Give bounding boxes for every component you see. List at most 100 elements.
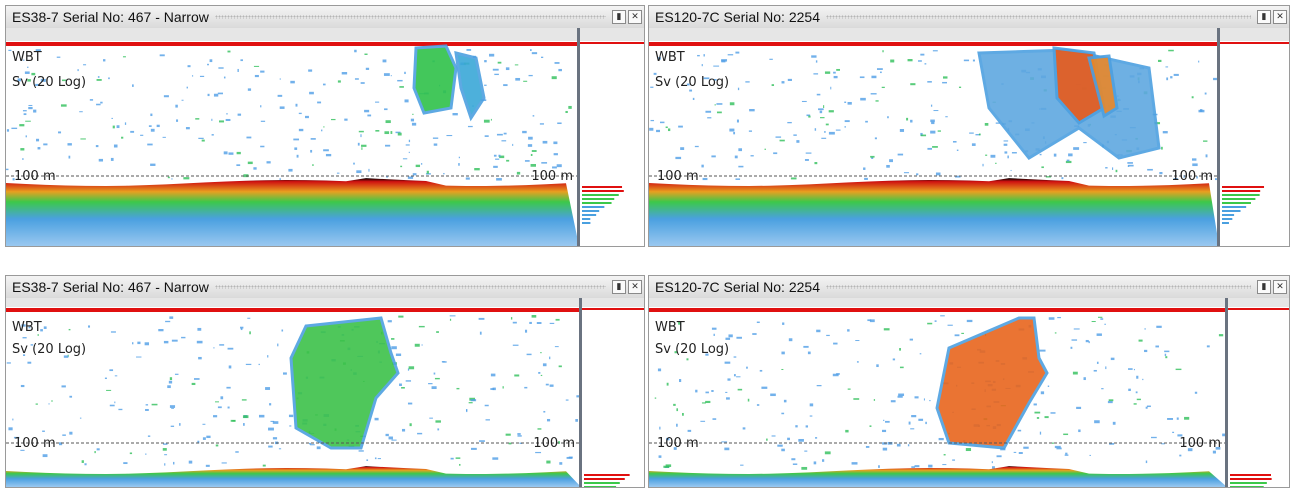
speckle bbox=[1198, 61, 1199, 63]
sidebar-header bbox=[581, 298, 644, 307]
speckle bbox=[898, 154, 903, 156]
speckle bbox=[61, 385, 65, 387]
speckle bbox=[1040, 350, 1046, 352]
speckle bbox=[1073, 372, 1078, 375]
speckle bbox=[158, 329, 163, 331]
sidebar-header bbox=[1227, 298, 1289, 307]
speckle bbox=[386, 120, 391, 123]
speckle bbox=[656, 130, 660, 132]
speckle bbox=[242, 399, 247, 400]
pin-button[interactable]: ▮ bbox=[1257, 10, 1271, 24]
speckle bbox=[940, 315, 945, 316]
speckle bbox=[825, 451, 831, 454]
speckle bbox=[830, 87, 831, 90]
speckle bbox=[1084, 377, 1086, 380]
close-button[interactable]: ✕ bbox=[628, 10, 642, 24]
speckle bbox=[724, 448, 729, 451]
sidebar-profile bbox=[1222, 194, 1260, 196]
speckle bbox=[69, 432, 72, 435]
sidebar-profile bbox=[1230, 482, 1267, 484]
speckle bbox=[28, 105, 32, 106]
speckle bbox=[857, 361, 859, 362]
speckle bbox=[398, 316, 403, 318]
speckle bbox=[172, 340, 178, 342]
speckle bbox=[1078, 429, 1080, 432]
speckle bbox=[749, 130, 752, 131]
pin-button[interactable]: ▮ bbox=[612, 10, 626, 24]
speckle bbox=[795, 425, 797, 427]
speckle bbox=[1207, 345, 1210, 347]
panel-title: ES120-7C Serial No: 2254 bbox=[649, 9, 826, 25]
speckle bbox=[145, 453, 146, 454]
speckle bbox=[805, 159, 809, 161]
speckle bbox=[192, 75, 193, 76]
speckle bbox=[893, 358, 895, 360]
speckle bbox=[1134, 403, 1137, 404]
speckle bbox=[1111, 358, 1115, 360]
speckle bbox=[904, 172, 909, 173]
speckle bbox=[495, 159, 499, 160]
speckle bbox=[540, 123, 544, 124]
speckle bbox=[391, 338, 394, 340]
speckle bbox=[735, 178, 740, 180]
sidebar-header bbox=[579, 28, 644, 41]
speckle bbox=[845, 430, 848, 433]
speckle bbox=[655, 397, 656, 398]
speckle bbox=[400, 166, 402, 167]
speckle bbox=[491, 374, 496, 377]
speckle bbox=[100, 102, 102, 104]
speckle bbox=[255, 75, 259, 77]
speckle bbox=[36, 139, 39, 142]
speckle bbox=[734, 356, 737, 357]
speckle bbox=[181, 337, 185, 338]
speckle bbox=[929, 400, 930, 401]
speckle bbox=[866, 446, 869, 448]
speckle bbox=[1174, 74, 1179, 76]
speckle bbox=[503, 84, 507, 86]
speckle bbox=[822, 459, 824, 462]
close-button[interactable]: ✕ bbox=[1273, 280, 1287, 294]
speckle bbox=[105, 378, 107, 379]
sidebar-profile bbox=[582, 186, 622, 188]
speckle bbox=[910, 339, 913, 341]
speckle bbox=[725, 362, 731, 364]
speckle bbox=[728, 54, 734, 55]
pin-button[interactable]: ▮ bbox=[612, 280, 626, 294]
speckle bbox=[1192, 163, 1197, 166]
speckle bbox=[299, 113, 302, 114]
speckle bbox=[666, 127, 668, 129]
speckle bbox=[524, 387, 527, 389]
echogram: WBTSv (20 Log)100 m100 m bbox=[6, 28, 644, 246]
header-strip bbox=[6, 28, 644, 41]
speckle bbox=[224, 151, 228, 154]
echogram-label: 100 m bbox=[1179, 436, 1221, 451]
speckle bbox=[404, 72, 406, 74]
speckle bbox=[680, 147, 684, 150]
speckle bbox=[401, 387, 405, 389]
speckle bbox=[43, 143, 47, 145]
speckle bbox=[649, 128, 653, 131]
speckle bbox=[738, 166, 743, 168]
speckle bbox=[1094, 420, 1100, 423]
speckle bbox=[326, 154, 331, 156]
echogram-label: 100 m bbox=[657, 436, 699, 451]
close-button[interactable]: ✕ bbox=[628, 280, 642, 294]
speckle bbox=[164, 463, 165, 465]
speckle bbox=[427, 171, 429, 174]
speckle bbox=[517, 435, 521, 436]
speckle bbox=[1165, 354, 1166, 356]
speckle bbox=[727, 378, 730, 380]
speckle bbox=[814, 162, 817, 164]
speckle bbox=[8, 427, 12, 430]
speckle bbox=[148, 435, 150, 436]
speckle bbox=[188, 65, 191, 67]
close-button[interactable]: ✕ bbox=[1273, 10, 1287, 24]
speckle bbox=[547, 419, 550, 421]
speckle bbox=[171, 178, 172, 179]
speckle bbox=[702, 64, 703, 66]
speckle bbox=[528, 144, 532, 147]
speckle bbox=[228, 348, 234, 350]
speckle bbox=[229, 365, 232, 368]
speckle bbox=[952, 459, 955, 460]
pin-button[interactable]: ▮ bbox=[1257, 280, 1271, 294]
